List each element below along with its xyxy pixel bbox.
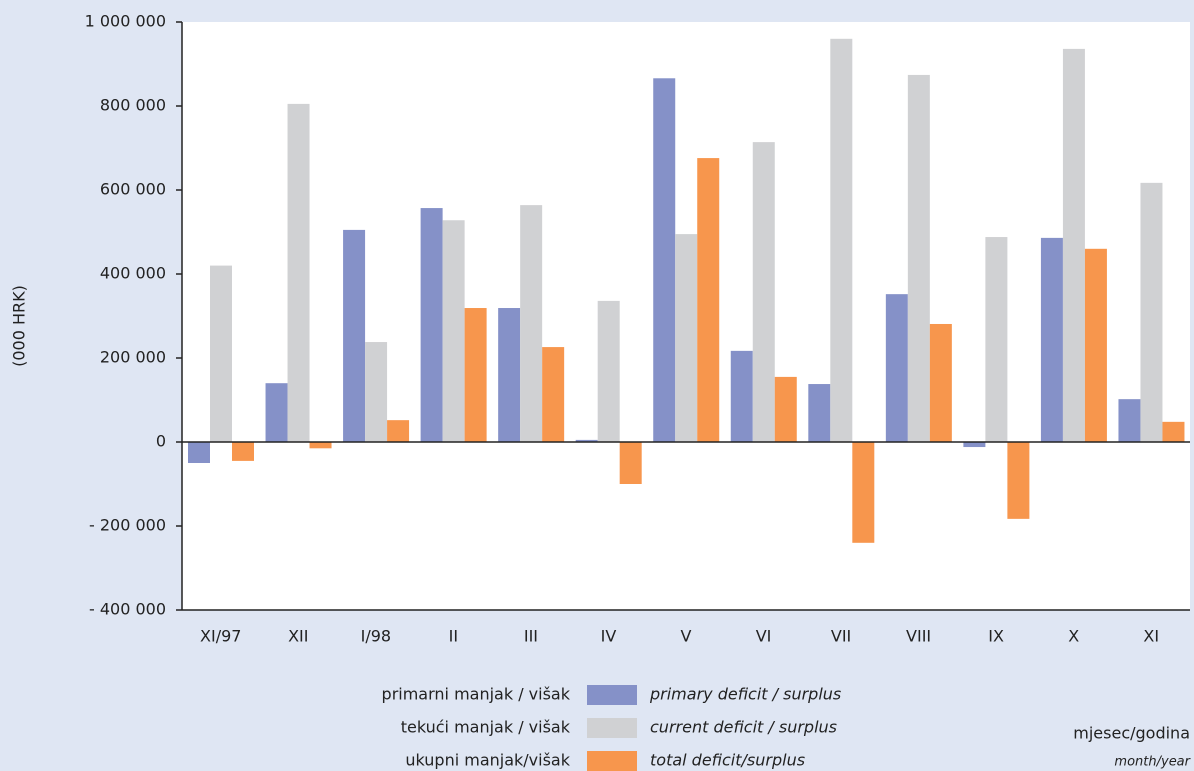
x-tick-label: XI/97	[200, 627, 241, 646]
x-tick-label: XII	[288, 627, 308, 646]
bar	[1140, 182, 1163, 443]
x-tick-label: III	[524, 627, 538, 646]
legend-label-en: primary deficit / surplus	[649, 685, 841, 704]
bar	[188, 442, 210, 463]
y-tick-label: 800 000	[100, 96, 166, 115]
x-tick-label: X	[1068, 627, 1079, 646]
bar	[464, 308, 487, 442]
bar	[830, 38, 853, 443]
bar	[420, 208, 443, 442]
bar	[287, 103, 310, 443]
y-axis-label: (000 HRK)	[10, 285, 29, 367]
bar	[1007, 442, 1030, 519]
y-tick-label: 600 000	[100, 180, 166, 199]
bar	[619, 442, 642, 484]
bar	[653, 78, 676, 442]
bar	[1040, 237, 1063, 442]
x-axis-label: mjesec/godina	[1073, 724, 1190, 743]
legend-label: tekući manjak / višak	[401, 718, 571, 737]
bar	[852, 442, 875, 543]
legend-label-en: total deficit/surplus	[650, 751, 805, 770]
bar	[520, 205, 543, 442]
y-tick-label: - 400 000	[89, 600, 166, 619]
bar	[542, 347, 565, 442]
x-tick-label: XI	[1143, 627, 1159, 646]
legend-label: ukupni manjak/višak	[405, 751, 570, 770]
bar	[498, 308, 521, 442]
bar	[1062, 48, 1085, 442]
bar	[387, 420, 410, 442]
bar	[697, 158, 720, 442]
bar	[442, 220, 465, 442]
x-tick-label: VI	[756, 627, 772, 646]
x-tick-label: VII	[831, 627, 851, 646]
x-tick-label: VIII	[906, 627, 931, 646]
bar	[343, 229, 366, 442]
bar	[907, 74, 930, 443]
bar	[1118, 399, 1141, 442]
bar	[963, 442, 986, 448]
bar	[575, 439, 598, 442]
bar	[730, 350, 753, 442]
x-tick-label: V	[681, 627, 692, 646]
legend-swatch	[587, 751, 637, 771]
x-axis-label-en: month/year	[1114, 755, 1191, 770]
bar	[232, 442, 254, 461]
x-tick-label: IV	[601, 627, 617, 646]
bar	[309, 442, 332, 449]
bar	[808, 384, 831, 442]
bar	[929, 323, 952, 442]
x-tick-label: II	[449, 627, 458, 646]
y-tick-label: 200 000	[100, 348, 166, 367]
bar	[985, 237, 1008, 442]
x-tick-label: I/98	[361, 627, 391, 646]
bar	[885, 294, 908, 442]
bar	[752, 142, 775, 442]
bar	[597, 300, 620, 442]
bar	[210, 265, 232, 442]
legend-label-en: current deficit / surplus	[650, 718, 837, 737]
bar	[1084, 248, 1107, 442]
y-tick-label: - 200 000	[89, 516, 166, 535]
y-tick-label: 400 000	[100, 264, 166, 283]
bar	[675, 234, 698, 442]
y-tick-label: 0	[156, 432, 166, 451]
bar	[774, 376, 797, 442]
bar	[1162, 421, 1185, 442]
y-tick-label: 1 000 000	[85, 12, 166, 31]
legend-swatch	[587, 718, 637, 738]
bar	[365, 342, 388, 442]
legend-swatch	[587, 685, 637, 705]
legend-label: primarni manjak / višak	[382, 685, 571, 704]
x-tick-label: IX	[988, 627, 1004, 646]
bar	[265, 383, 288, 442]
